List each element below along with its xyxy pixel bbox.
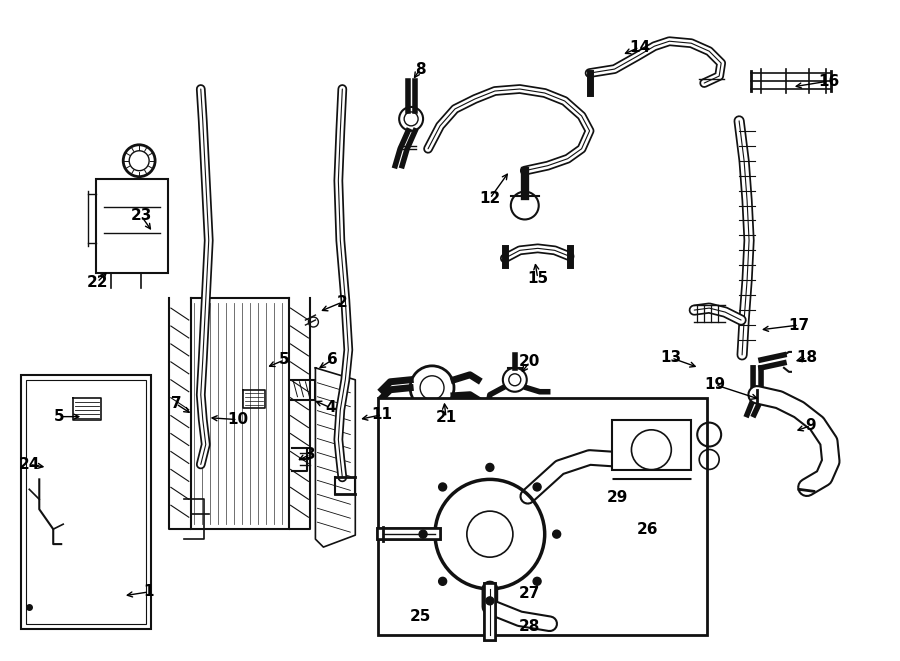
Circle shape (533, 483, 541, 491)
Circle shape (533, 577, 541, 585)
Text: 22: 22 (86, 275, 108, 290)
Text: 2: 2 (337, 295, 347, 309)
Bar (26, 380, 146, 624)
Text: 19: 19 (705, 377, 725, 392)
Text: 4: 4 (325, 400, 336, 415)
Text: 28: 28 (519, 619, 540, 635)
Circle shape (438, 483, 446, 491)
Bar (378, 398, 707, 635)
Text: 6: 6 (327, 352, 338, 368)
Text: 12: 12 (480, 191, 500, 206)
Text: 7: 7 (170, 396, 181, 411)
Text: 25: 25 (410, 609, 431, 624)
Text: 15: 15 (527, 271, 548, 286)
Circle shape (419, 530, 428, 538)
Text: 27: 27 (519, 586, 540, 602)
Text: 29: 29 (607, 490, 628, 505)
Text: 21: 21 (436, 410, 456, 425)
Circle shape (486, 463, 494, 471)
Text: 5: 5 (279, 352, 290, 368)
Circle shape (553, 530, 561, 538)
Text: 9: 9 (806, 418, 816, 433)
Text: 24: 24 (19, 457, 40, 472)
Text: 1: 1 (144, 584, 154, 600)
Bar (96, 178, 168, 273)
Text: 16: 16 (818, 73, 840, 89)
Text: 17: 17 (788, 317, 809, 332)
Text: 20: 20 (519, 354, 540, 369)
Text: 23: 23 (130, 208, 151, 223)
Text: 3: 3 (305, 447, 316, 462)
Circle shape (438, 577, 446, 585)
Text: 10: 10 (227, 412, 248, 427)
Text: 14: 14 (629, 40, 650, 55)
Circle shape (486, 597, 494, 605)
Bar (22, 375, 151, 629)
Text: 13: 13 (661, 350, 682, 366)
Bar (611, 420, 691, 475)
Text: 5: 5 (54, 409, 65, 424)
Text: 8: 8 (415, 61, 426, 77)
Text: 26: 26 (636, 522, 658, 537)
Text: 18: 18 (796, 350, 817, 366)
Text: 11: 11 (372, 407, 392, 422)
